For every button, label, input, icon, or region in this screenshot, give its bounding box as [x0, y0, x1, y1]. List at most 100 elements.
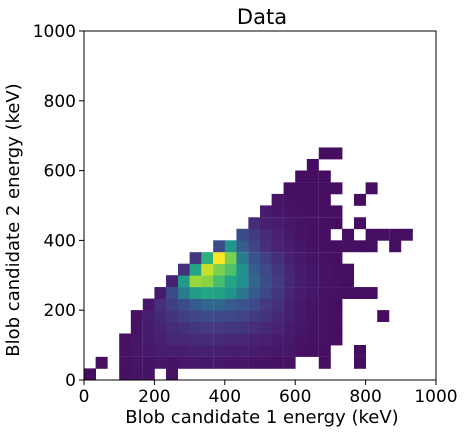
heatmap-cell: [260, 298, 273, 311]
heatmap-cell: [271, 240, 284, 253]
heatmap-cell: [306, 275, 319, 288]
plot-frame: [83, 30, 437, 381]
heatmap-cell: [130, 345, 143, 357]
heatmap-cell: [201, 287, 214, 299]
heatmap-cell: [365, 228, 378, 241]
heatmap-cell: [248, 333, 261, 346]
heatmap-cell: [330, 182, 343, 195]
heatmap-cell: [177, 356, 190, 369]
heatmap-cell: [130, 368, 143, 381]
heatmap-cell: [177, 275, 190, 288]
heatmap-cell: [295, 298, 308, 311]
heatmap-cell: [166, 333, 179, 346]
heatmap-cell: [306, 193, 319, 206]
heatmap-cell: [119, 368, 132, 381]
heatmap-cell: [283, 205, 296, 218]
heatmap-cell: [236, 333, 249, 346]
heatmap-cell: [330, 275, 343, 288]
heatmap-cell: [318, 170, 331, 183]
y-tick-label: 600: [44, 162, 76, 182]
heatmap-cell: [271, 310, 284, 323]
heatmap-cell: [330, 333, 343, 346]
y-tick-label: 200: [44, 301, 76, 321]
heatmap-cell: [377, 228, 390, 241]
heatmap-cell: [318, 228, 331, 241]
heatmap-cell: [236, 263, 249, 276]
heatmap-cell: [236, 356, 249, 369]
heatmap-cell: [342, 240, 355, 253]
heatmap-cell: [248, 345, 261, 357]
heatmap-cell: [271, 345, 284, 357]
heatmap-cell: [330, 147, 343, 160]
heatmap-cell: [260, 356, 273, 369]
heatmap-cell: [154, 298, 167, 311]
heatmap-cell: [318, 310, 331, 323]
heatmap-cell: [342, 275, 355, 288]
heatmap-cell: [119, 333, 132, 346]
heatmap-cell: [295, 252, 308, 265]
heatmap-cell: [318, 333, 331, 346]
heatmap-cell: [154, 333, 167, 346]
heatmap-cell: [224, 298, 237, 311]
heatmap-cell: [342, 228, 355, 241]
heatmap-cell: [271, 252, 284, 265]
heatmap-cell: [283, 228, 296, 241]
heatmap-cell: [189, 275, 202, 288]
heatmap-cell: [142, 333, 155, 346]
heatmap-cell: [224, 252, 237, 265]
heatmap-cell: [119, 345, 132, 357]
y-tick-label: 800: [44, 92, 76, 112]
heatmap-cell: [365, 182, 378, 195]
heatmap-cell: [306, 310, 319, 323]
heatmap-cell: [353, 287, 366, 299]
heatmap-cell: [236, 310, 249, 323]
heatmap-cell: [342, 263, 355, 276]
heatmap-cell: [283, 217, 296, 230]
heatmap-cell: [318, 193, 331, 206]
heatmap-cell: [177, 333, 190, 346]
heatmap-cell: [318, 345, 331, 357]
heatmap-cell: [306, 333, 319, 346]
heatmap-cell: [130, 333, 143, 346]
heatmap-cell: [166, 345, 179, 357]
heatmap-cell: [142, 345, 155, 357]
heatmap-cell: [248, 228, 261, 241]
heatmap-cell: [295, 333, 308, 346]
heatmap-cell: [166, 298, 179, 311]
heatmap-cell: [283, 240, 296, 253]
heatmap-cell: [130, 310, 143, 323]
y-tick-label: 0: [65, 371, 76, 391]
heatmap-cell: [283, 252, 296, 265]
heatmap-cell: [330, 321, 343, 334]
heatmap-cell: [271, 275, 284, 288]
x-tick-label: 800: [349, 387, 381, 407]
heatmap-cell: [236, 240, 249, 253]
heatmap-cell: [330, 205, 343, 218]
heatmap-cell: [318, 275, 331, 288]
x-axis-ticks: 0 200 400 600 800 1000: [79, 380, 458, 407]
heatmap-cell: [271, 263, 284, 276]
heatmap-cell: [189, 333, 202, 346]
heatmap-cell: [353, 193, 366, 206]
heatmap-cell: [142, 356, 155, 369]
heatmap-cell: [248, 275, 261, 288]
heatmap-cell: [330, 287, 343, 299]
y-axis-label: Blob candidate 2 energy (keV): [3, 83, 24, 356]
x-axis-label: Blob candidate 1 energy (keV): [125, 407, 398, 428]
heatmap-cell: [119, 356, 132, 369]
heatmap-cell: [283, 310, 296, 323]
heatmap-cell: [189, 321, 202, 334]
heatmap-cell: [389, 240, 402, 253]
heatmap-cell: [283, 263, 296, 276]
heatmap-cell: [201, 252, 214, 265]
heatmap-cell: [271, 228, 284, 241]
heatmap-cell: [306, 252, 319, 265]
heatmap-cell: [189, 310, 202, 323]
heatmap-cell: [283, 356, 296, 369]
heatmap-cell: [224, 345, 237, 357]
heatmap-cell: [130, 356, 143, 369]
heatmap-cells: [84, 147, 413, 381]
heatmap-cell: [189, 287, 202, 299]
heatmap-cell: [248, 298, 261, 311]
